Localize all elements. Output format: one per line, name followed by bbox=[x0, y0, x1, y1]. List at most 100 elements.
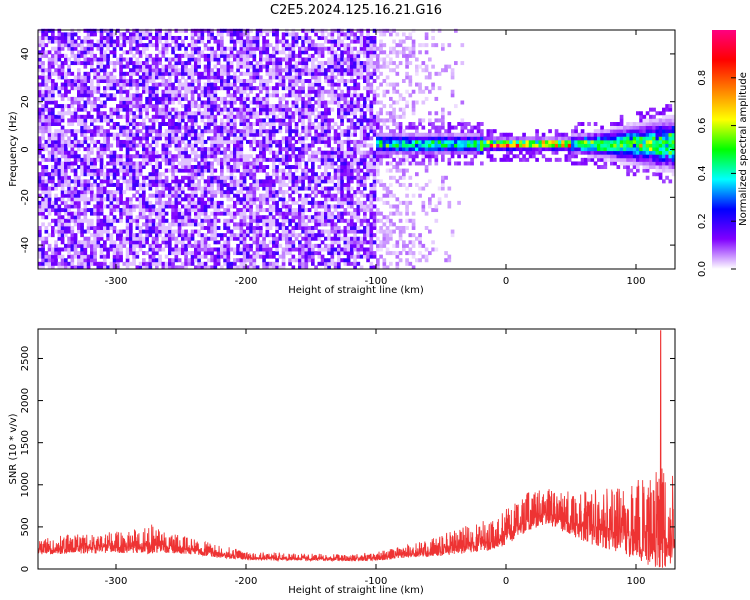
spectrogram-cell bbox=[337, 243, 341, 248]
spectrogram-cell bbox=[109, 197, 114, 202]
spectrogram-cell bbox=[213, 258, 218, 263]
spectrogram-cell bbox=[122, 50, 127, 55]
spectrogram-cell bbox=[161, 43, 166, 48]
spectrogram-cell bbox=[44, 258, 49, 263]
spectrogram-cell bbox=[242, 82, 247, 87]
spectrogram-cell bbox=[207, 154, 211, 159]
spectrogram-cell bbox=[187, 165, 192, 170]
spectrogram-cell bbox=[77, 61, 81, 66]
spectrogram-cell bbox=[177, 118, 182, 123]
spectrogram-cell bbox=[67, 129, 71, 134]
spectrogram-cell bbox=[294, 215, 299, 220]
spectrogram-cell bbox=[268, 107, 273, 112]
spectrogram-cell bbox=[158, 28, 162, 33]
spectrogram-cell bbox=[242, 208, 247, 213]
spectrogram-cell bbox=[80, 208, 84, 213]
spectrogram-cell bbox=[285, 136, 289, 141]
spectrogram-cell bbox=[109, 111, 114, 116]
spectrogram-cell bbox=[249, 107, 253, 112]
spectrogram-cell bbox=[259, 204, 263, 209]
spectrogram-cell bbox=[294, 43, 299, 48]
spectrogram-cell bbox=[77, 57, 81, 62]
spectrogram-cell bbox=[41, 28, 45, 33]
spectrogram-cell bbox=[327, 150, 331, 155]
spectrogram-cell bbox=[125, 82, 130, 87]
spectrogram-cell bbox=[210, 50, 214, 55]
spectrogram-cell bbox=[220, 125, 224, 130]
spectrogram-cell bbox=[70, 35, 75, 40]
spectrogram-cell bbox=[226, 254, 231, 259]
spectrogram-cell bbox=[252, 157, 257, 162]
spectrogram-cell bbox=[103, 114, 107, 119]
spectrogram-cell bbox=[64, 147, 68, 152]
spectrogram-cell bbox=[73, 154, 78, 159]
spectrogram-cell bbox=[174, 211, 179, 216]
spectrogram-cell bbox=[47, 78, 52, 83]
spectrogram-cell bbox=[116, 136, 120, 141]
spectrogram-cell bbox=[311, 43, 315, 48]
spectrogram-cell bbox=[210, 147, 214, 152]
spectrogram-cell bbox=[278, 64, 283, 69]
spectrogram-cell bbox=[278, 122, 283, 126]
spectrogram-cell bbox=[239, 50, 244, 55]
spectrogram-cell bbox=[96, 182, 101, 187]
spectrogram-cell bbox=[47, 96, 52, 101]
spectrogram-cell bbox=[90, 168, 94, 173]
spectrogram-cell bbox=[73, 215, 78, 220]
spectrogram-cell bbox=[99, 208, 104, 213]
spectrogram-cell bbox=[109, 75, 114, 80]
spectrogram-cell bbox=[333, 154, 338, 159]
spectrogram-cell bbox=[291, 35, 296, 40]
spectrogram-cell bbox=[226, 204, 231, 209]
spectrogram-cell bbox=[142, 251, 146, 256]
spectrogram-cell bbox=[155, 247, 159, 252]
spectrogram-cell bbox=[47, 122, 52, 126]
spectrogram-cell bbox=[44, 225, 49, 230]
spectrogram-cell bbox=[252, 139, 257, 144]
spectrogram-cell bbox=[262, 236, 266, 241]
spectrogram-cell bbox=[311, 261, 315, 266]
spectrogram-cell bbox=[168, 222, 172, 227]
spectrogram-cell bbox=[246, 208, 250, 213]
spectrogram-cell bbox=[207, 179, 211, 184]
spectrogram-cell bbox=[181, 136, 185, 141]
spectrogram-cell bbox=[54, 172, 58, 177]
spectrogram-cell bbox=[77, 118, 81, 123]
spectrogram-cell bbox=[346, 68, 351, 73]
spectrogram-cell bbox=[132, 136, 136, 141]
spectrogram-cell bbox=[64, 190, 68, 195]
spectrogram-cell bbox=[207, 35, 211, 40]
spectrogram-cell bbox=[194, 222, 198, 227]
spectrogram-cell bbox=[73, 233, 78, 238]
spectrogram-cell bbox=[317, 61, 322, 66]
spectrogram-cell bbox=[337, 157, 341, 162]
spectrogram-cell bbox=[301, 261, 305, 266]
spectrogram-cell bbox=[90, 129, 94, 134]
spectrogram-cell bbox=[177, 114, 182, 119]
spectrogram-cell bbox=[174, 57, 179, 62]
spectrogram-cell bbox=[340, 161, 344, 166]
spectrogram-cell bbox=[288, 236, 292, 241]
spectrogram-cell bbox=[314, 129, 318, 134]
spectrogram-cell bbox=[93, 204, 97, 209]
spectrogram-cell bbox=[272, 61, 276, 66]
spectrogram-cell bbox=[259, 86, 263, 91]
spectrogram-cell bbox=[249, 236, 253, 241]
spectrogram-cell bbox=[129, 68, 133, 73]
spectrogram-cell bbox=[327, 211, 331, 216]
spectrogram-cell bbox=[262, 136, 266, 141]
spectrogram-cell bbox=[112, 161, 117, 166]
spectrogram-cell bbox=[255, 96, 260, 101]
spectrogram-cell bbox=[155, 193, 159, 198]
spectrogram-cell bbox=[249, 182, 253, 187]
spectrogram-cell bbox=[132, 32, 136, 37]
spectrogram-cell bbox=[174, 143, 179, 148]
spectrogram-cell bbox=[275, 114, 279, 119]
spectrogram-cell bbox=[281, 154, 286, 159]
spectrogram-cell bbox=[161, 143, 166, 148]
spectrogram-cell bbox=[242, 261, 247, 266]
spectrogram-cell bbox=[337, 229, 341, 234]
spectrogram-cell bbox=[151, 93, 156, 98]
spectrogram-cell bbox=[298, 93, 302, 98]
spectrogram-cell bbox=[138, 107, 143, 112]
